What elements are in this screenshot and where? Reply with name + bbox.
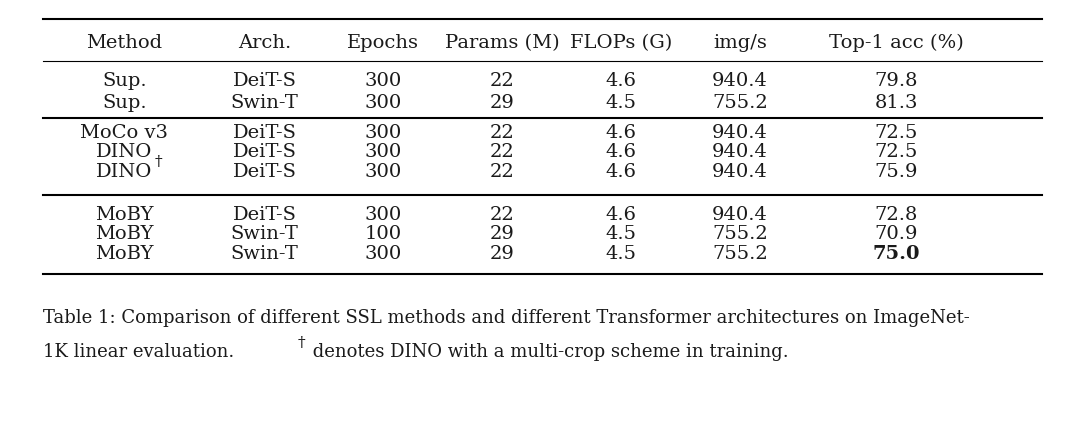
Text: 29: 29 xyxy=(489,94,515,112)
Text: 300: 300 xyxy=(365,124,402,142)
Text: †: † xyxy=(154,155,163,169)
Text: 22: 22 xyxy=(490,206,514,224)
Text: Top-1 acc (%): Top-1 acc (%) xyxy=(829,34,963,52)
Text: DINO: DINO xyxy=(96,143,152,161)
Text: MoBY: MoBY xyxy=(95,206,153,224)
Text: MoCo v3: MoCo v3 xyxy=(80,124,168,142)
Text: Sup.: Sup. xyxy=(102,72,147,90)
Text: 29: 29 xyxy=(489,225,515,243)
Text: 300: 300 xyxy=(365,206,402,224)
Text: 940.4: 940.4 xyxy=(712,72,768,90)
Text: Swin-T: Swin-T xyxy=(231,245,298,263)
Text: denotes DINO with a multi-crop scheme in training.: denotes DINO with a multi-crop scheme in… xyxy=(307,343,788,361)
Text: 79.8: 79.8 xyxy=(875,72,918,90)
Text: 300: 300 xyxy=(365,94,402,112)
Text: 755.2: 755.2 xyxy=(712,94,768,112)
Text: 100: 100 xyxy=(365,225,402,243)
Text: 75.0: 75.0 xyxy=(873,245,920,263)
Text: 22: 22 xyxy=(490,143,514,161)
Text: DeiT-S: DeiT-S xyxy=(232,143,297,161)
Text: Params (M): Params (M) xyxy=(445,34,559,52)
Text: Method: Method xyxy=(86,34,162,52)
Text: 755.2: 755.2 xyxy=(712,245,768,263)
Text: 22: 22 xyxy=(490,72,514,90)
Text: 81.3: 81.3 xyxy=(875,94,918,112)
Text: 300: 300 xyxy=(365,72,402,90)
Text: 22: 22 xyxy=(490,124,514,142)
Text: 70.9: 70.9 xyxy=(875,225,918,243)
Text: 72.8: 72.8 xyxy=(875,206,918,224)
Text: 300: 300 xyxy=(365,245,402,263)
Text: Swin-T: Swin-T xyxy=(231,94,298,112)
Text: 940.4: 940.4 xyxy=(712,124,768,142)
Text: FLOPs (G): FLOPs (G) xyxy=(570,34,672,52)
Text: 72.5: 72.5 xyxy=(875,124,918,142)
Text: DeiT-S: DeiT-S xyxy=(232,162,297,181)
Text: 4.6: 4.6 xyxy=(606,206,636,224)
Text: Table 1: Comparison of different SSL methods and different Transformer architect: Table 1: Comparison of different SSL met… xyxy=(43,308,970,327)
Text: 75.9: 75.9 xyxy=(875,162,918,181)
Text: 22: 22 xyxy=(490,162,514,181)
Text: Sup.: Sup. xyxy=(102,94,147,112)
Text: DeiT-S: DeiT-S xyxy=(232,206,297,224)
Text: MoBY: MoBY xyxy=(95,245,153,263)
Text: DeiT-S: DeiT-S xyxy=(232,72,297,90)
Text: MoBY: MoBY xyxy=(95,225,153,243)
Text: 1K linear evaluation.: 1K linear evaluation. xyxy=(43,343,240,361)
Text: Arch.: Arch. xyxy=(238,34,292,52)
Text: 300: 300 xyxy=(365,162,402,181)
Text: 4.5: 4.5 xyxy=(606,94,636,112)
Text: DeiT-S: DeiT-S xyxy=(232,124,297,142)
Text: 4.6: 4.6 xyxy=(606,72,636,90)
Text: 4.5: 4.5 xyxy=(606,245,636,263)
Text: 29: 29 xyxy=(489,245,515,263)
Text: 755.2: 755.2 xyxy=(712,225,768,243)
Text: Swin-T: Swin-T xyxy=(231,225,298,243)
Text: 940.4: 940.4 xyxy=(712,162,768,181)
Text: †: † xyxy=(297,337,305,350)
Text: 940.4: 940.4 xyxy=(712,143,768,161)
Text: Epochs: Epochs xyxy=(348,34,419,52)
Text: 4.6: 4.6 xyxy=(606,124,636,142)
Text: 300: 300 xyxy=(365,143,402,161)
Text: 940.4: 940.4 xyxy=(712,206,768,224)
Text: 4.5: 4.5 xyxy=(606,225,636,243)
Text: 4.6: 4.6 xyxy=(606,143,636,161)
Text: DINO: DINO xyxy=(96,162,152,181)
Text: 72.5: 72.5 xyxy=(875,143,918,161)
Text: 4.6: 4.6 xyxy=(606,162,636,181)
Text: img/s: img/s xyxy=(713,34,767,52)
